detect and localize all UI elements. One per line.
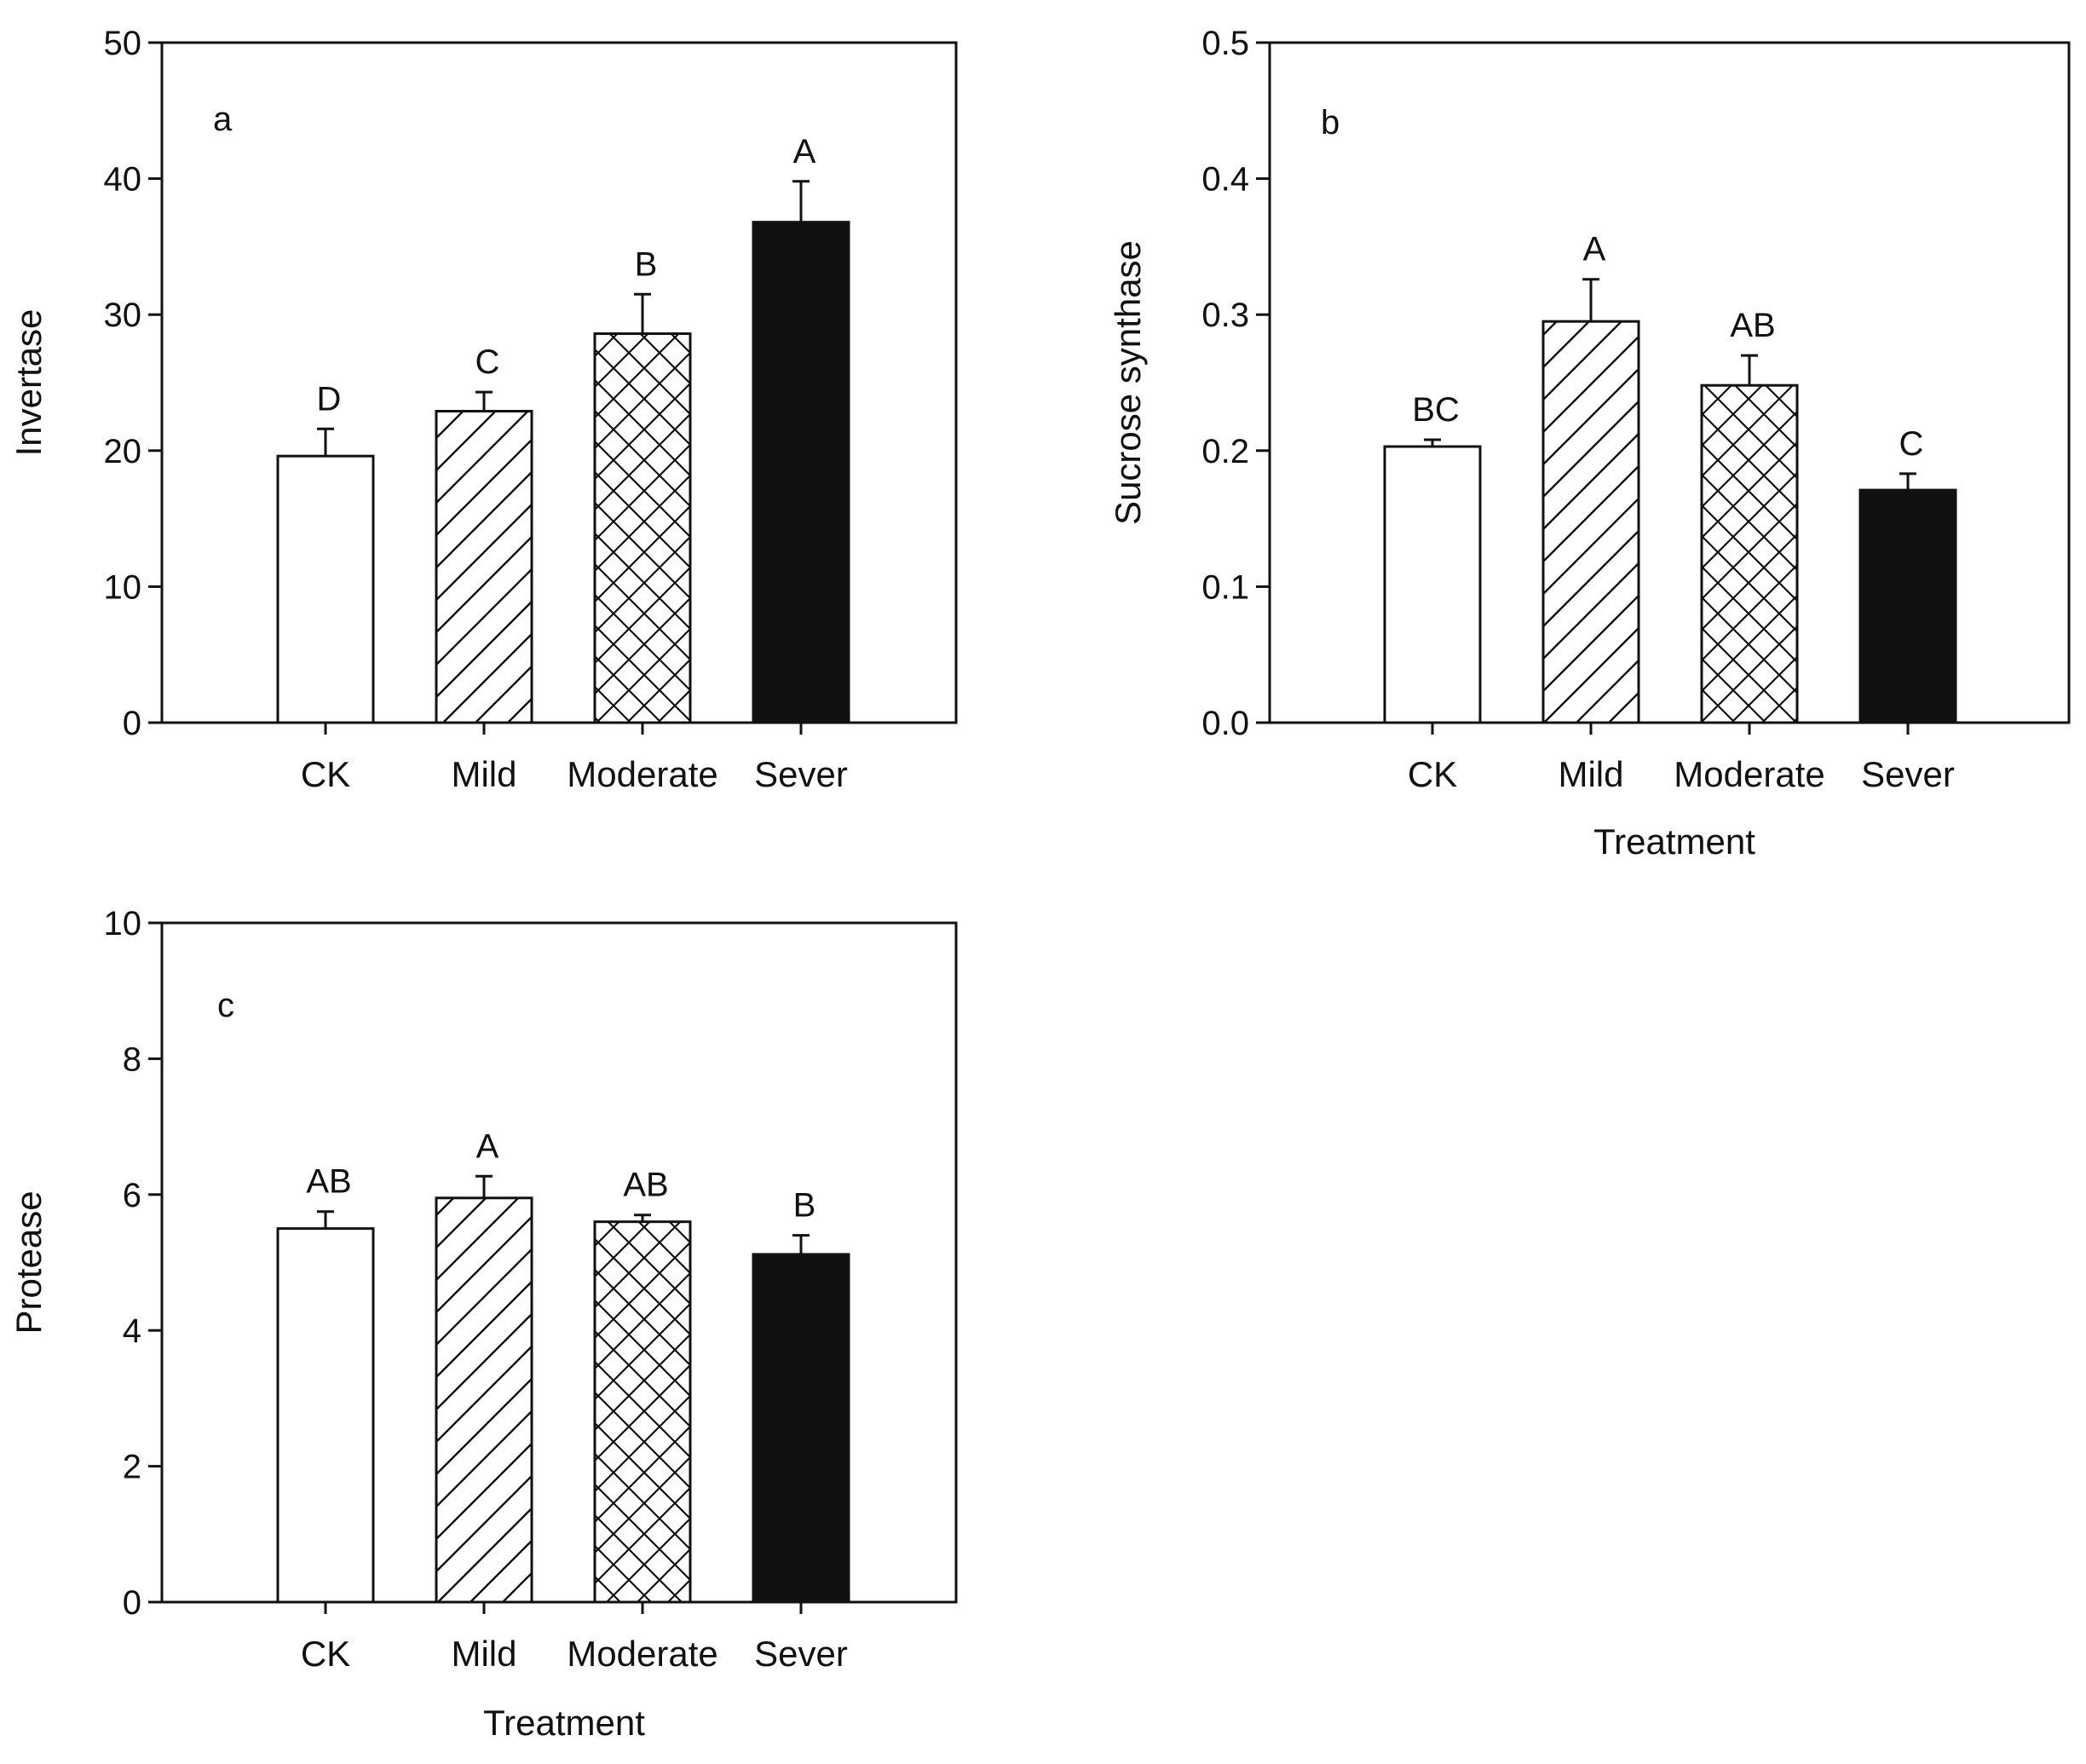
significance-letter: C [475,343,500,381]
plot-frame [160,921,958,1604]
bar-moderate [593,332,692,724]
y-tick-label: 6 [123,1177,141,1214]
y-tick-label: 0.1 [1201,568,1249,606]
significance-letter: BC [1412,391,1460,429]
significance-letter: AB [1730,307,1775,344]
bar-sever [752,1253,850,1604]
significance-letter: B [635,245,658,283]
bar-sever [752,221,850,724]
x-tick-label: CK [301,1634,350,1674]
x-tick-label: Mild [451,754,516,794]
panel-label: a [213,101,233,138]
chart-panel-b: 0.0 0.1 0.2 0.3 0.4 0.5 CK BC Mild A Moderate AB Sev… [1108,25,2071,862]
y-tick-label: 0.5 [1201,25,1249,62]
x-tick-label: Sever [1861,754,1955,794]
significance-letter: B [793,1187,816,1225]
y-tick-label: 0 [123,1584,141,1622]
bar-mild [435,410,533,724]
y-axis-label: Sucrose synthase [1108,240,1148,525]
x-tick-label: CK [1408,754,1457,794]
significance-letter: C [1899,425,1924,463]
plot-frame [1268,41,2071,724]
x-tick-label: CK [301,754,350,794]
significance-letter: D [317,380,342,418]
y-tick-label: 50 [104,25,142,62]
y-tick-label: 4 [123,1312,141,1350]
significance-letter: AB [623,1167,668,1204]
x-tick-label: Mild [1558,754,1623,794]
y-tick-label: 0.2 [1201,433,1249,470]
y-tick-label: 0 [123,705,141,742]
x-tick-label: Sever [754,1634,848,1674]
y-tick-label: 40 [104,161,142,199]
bar-ck [276,1227,375,1604]
x-tick-label: Mild [451,1634,516,1674]
y-axis-label: Protease [9,1190,49,1334]
x-tick-label: Sever [754,754,848,794]
y-axis-label: Invertase [9,309,49,457]
plot-frame [160,41,958,724]
bar-mild [1541,320,1640,724]
significance-letter: A [476,1127,499,1165]
significance-letter: A [1583,231,1606,268]
x-tick-label: Moderate [567,1634,717,1674]
x-tick-label: Moderate [1674,754,1824,794]
x-axis-label: Treatment [1593,821,1755,862]
y-tick-label: 30 [104,297,142,334]
y-tick-label: 0.0 [1201,705,1249,742]
y-tick-label: 10 [104,568,142,606]
x-tick-label: Moderate [567,754,717,794]
bar-moderate [593,1220,692,1604]
y-tick-label: 2 [123,1449,141,1486]
significance-letter: A [793,133,816,170]
y-tick-label: 10 [104,905,142,943]
panel-label: b [1321,104,1340,141]
y-tick-label: 20 [104,433,142,470]
bar-ck [276,454,375,724]
chart-panel-a: 0 10 20 30 40 50 CK D Mild C Moderate B Sever Aa Inver… [9,25,958,794]
panel-label: c [217,987,234,1024]
bar-ck [1383,445,1482,724]
x-axis-label: Treatment [483,1703,645,1743]
bar-moderate [1700,383,1799,724]
y-tick-label: 8 [123,1041,141,1078]
y-tick-label: 0.4 [1201,161,1249,199]
significance-letter: AB [306,1163,351,1201]
y-tick-label: 0.3 [1201,297,1249,334]
bar-sever [1858,488,1957,724]
chart-panel-c: 0 2 4 6 8 10 CK AB Mild A Moderate AB Sever Bc Proteas… [9,905,958,1743]
bar-mild [435,1196,533,1604]
